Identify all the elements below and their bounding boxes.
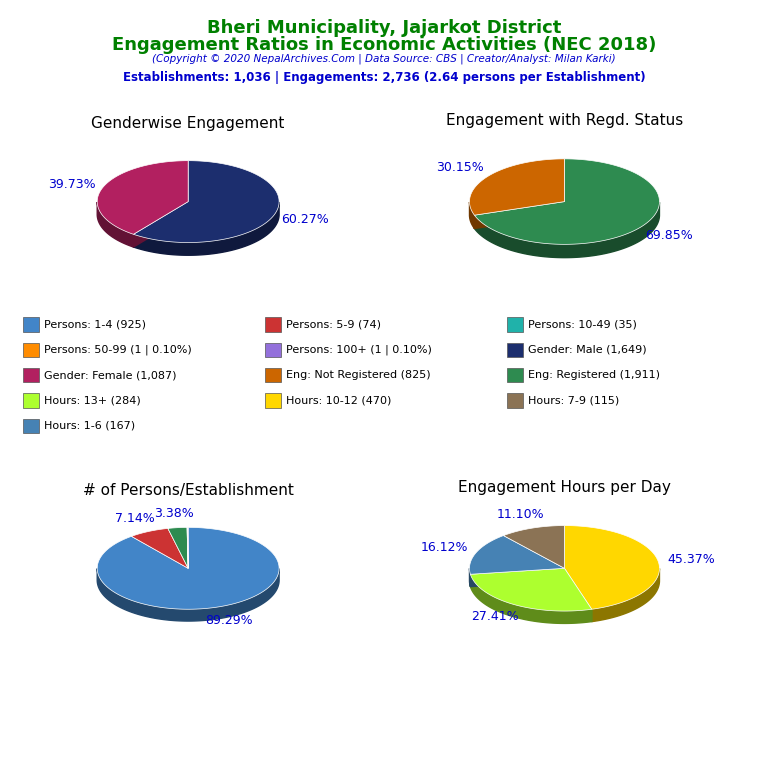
Polygon shape [469, 535, 564, 574]
Polygon shape [469, 159, 564, 215]
Polygon shape [564, 525, 660, 609]
Text: 39.73%: 39.73% [48, 177, 95, 190]
Polygon shape [475, 202, 564, 229]
Polygon shape [471, 568, 564, 587]
Text: Eng: Not Registered (825): Eng: Not Registered (825) [286, 370, 430, 380]
Polygon shape [134, 202, 188, 247]
Polygon shape [504, 525, 564, 568]
Polygon shape [469, 202, 475, 229]
Text: 30.15%: 30.15% [436, 161, 485, 174]
Text: Gender: Male (1,649): Gender: Male (1,649) [528, 345, 646, 355]
Text: 45.37%: 45.37% [667, 554, 715, 567]
Polygon shape [471, 568, 591, 611]
Polygon shape [591, 568, 660, 621]
Text: Gender: Female (1,087): Gender: Female (1,087) [44, 370, 177, 380]
Text: Persons: 100+ (1 | 0.10%): Persons: 100+ (1 | 0.10%) [286, 345, 432, 355]
Title: # of Persons/Establishment: # of Persons/Establishment [83, 482, 293, 498]
Text: Bheri Municipality, Jajarkot District: Bheri Municipality, Jajarkot District [207, 19, 561, 37]
Text: Engagement Ratios in Economic Activities (NEC 2018): Engagement Ratios in Economic Activities… [112, 36, 656, 54]
Polygon shape [98, 568, 279, 621]
Text: Hours: 10-12 (470): Hours: 10-12 (470) [286, 396, 391, 406]
Polygon shape [471, 574, 591, 624]
Text: 16.12%: 16.12% [421, 541, 468, 554]
Text: Hours: 13+ (284): Hours: 13+ (284) [44, 396, 141, 406]
Title: Genderwise Engagement: Genderwise Engagement [91, 116, 285, 131]
Polygon shape [98, 161, 188, 234]
Polygon shape [475, 159, 660, 244]
Polygon shape [98, 202, 134, 247]
Polygon shape [469, 568, 471, 587]
Polygon shape [187, 528, 188, 568]
Polygon shape [134, 202, 279, 255]
Text: 3.38%: 3.38% [154, 507, 194, 520]
Polygon shape [134, 202, 188, 247]
Text: 69.85%: 69.85% [644, 229, 693, 242]
Text: (Copyright © 2020 NepalArchives.Com | Data Source: CBS | Creator/Analyst: Milan : (Copyright © 2020 NepalArchives.Com | Da… [152, 54, 616, 65]
Polygon shape [134, 161, 279, 243]
Text: Persons: 5-9 (74): Persons: 5-9 (74) [286, 319, 381, 329]
Text: 11.10%: 11.10% [497, 508, 545, 521]
Text: Eng: Registered (1,911): Eng: Registered (1,911) [528, 370, 660, 380]
Polygon shape [131, 528, 188, 568]
Title: Engagement Hours per Day: Engagement Hours per Day [458, 479, 671, 495]
Text: 89.29%: 89.29% [205, 614, 253, 627]
Text: Persons: 1-4 (925): Persons: 1-4 (925) [44, 319, 146, 329]
Polygon shape [475, 202, 660, 257]
Text: 7.14%: 7.14% [115, 512, 154, 525]
Text: 60.27%: 60.27% [281, 213, 329, 226]
Text: Establishments: 1,036 | Engagements: 2,736 (2.64 persons per Establishment): Establishments: 1,036 | Engagements: 2,7… [123, 71, 645, 84]
Text: Persons: 50-99 (1 | 0.10%): Persons: 50-99 (1 | 0.10%) [44, 345, 191, 355]
Polygon shape [564, 568, 591, 621]
Polygon shape [98, 528, 279, 609]
Text: Hours: 1-6 (167): Hours: 1-6 (167) [44, 421, 135, 431]
Title: Engagement with Regd. Status: Engagement with Regd. Status [446, 113, 683, 127]
Text: Persons: 10-49 (35): Persons: 10-49 (35) [528, 319, 637, 329]
Polygon shape [471, 568, 564, 587]
Text: 27.41%: 27.41% [472, 611, 519, 624]
Text: Hours: 7-9 (115): Hours: 7-9 (115) [528, 396, 619, 406]
Polygon shape [564, 568, 591, 621]
Polygon shape [475, 202, 564, 229]
Polygon shape [168, 528, 188, 568]
